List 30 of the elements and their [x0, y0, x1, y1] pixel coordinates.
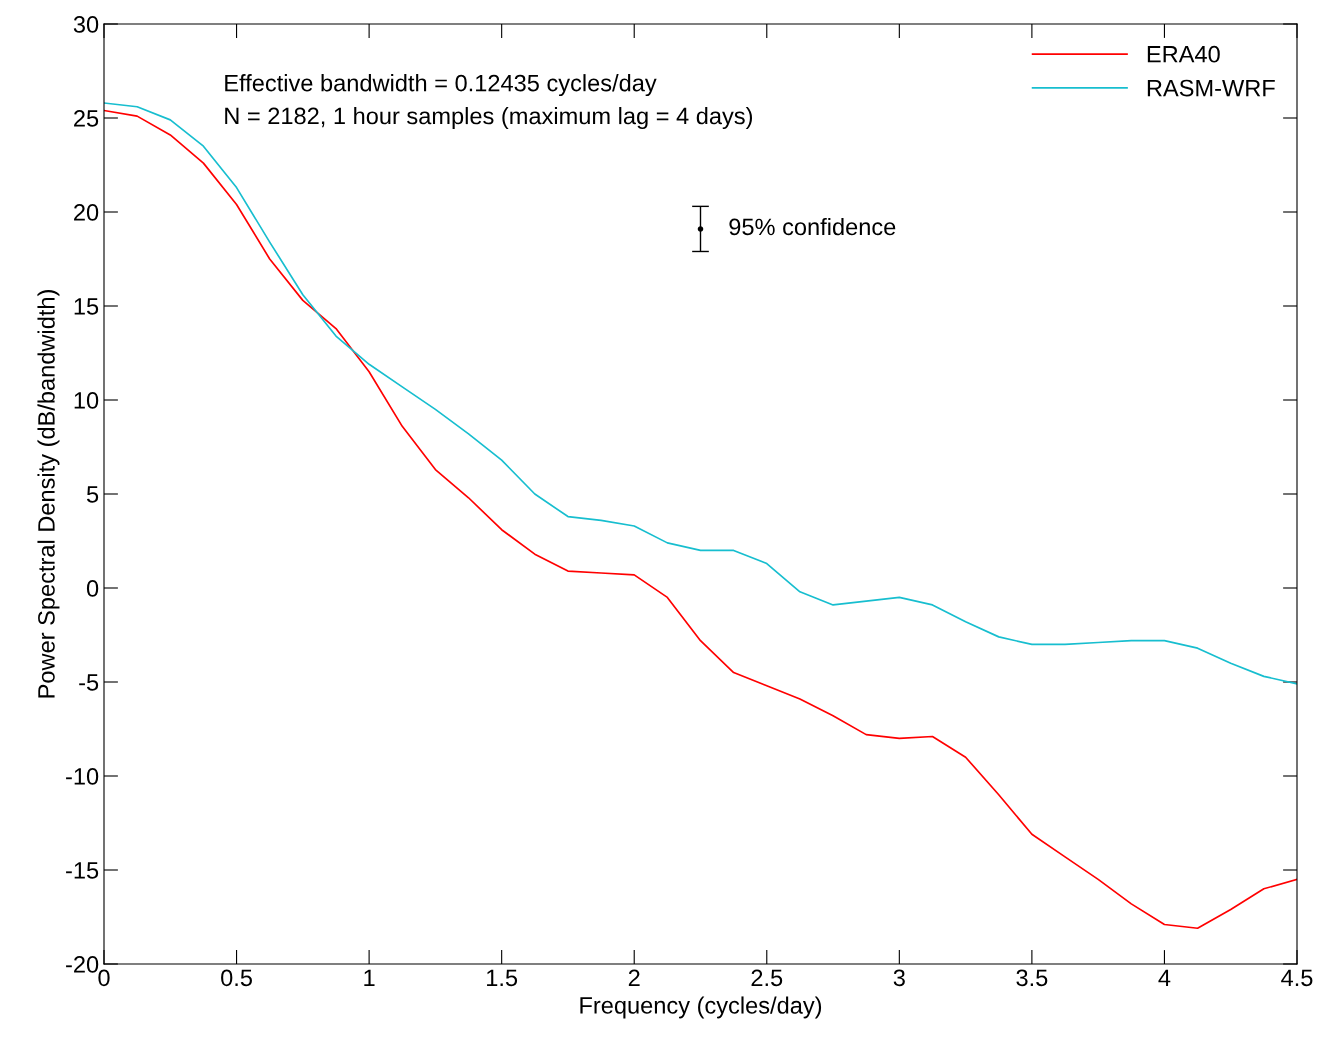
- y-tick-label: 30: [73, 16, 99, 33]
- legend-label: ERA40: [1147, 45, 1220, 63]
- line-series: [104, 102, 1297, 685]
- x-tick-label: 4: [1158, 969, 1171, 986]
- x-tick-label: 0: [98, 969, 110, 987]
- y-tick-label: 5: [86, 486, 99, 503]
- y-tick-label: -20: [66, 956, 99, 973]
- y-axis-title: Power Spectral Density (dB/bandwidth): [37, 290, 60, 698]
- y-tick-label: 20: [74, 204, 99, 221]
- y-tick-label: -10: [66, 768, 99, 785]
- x-tick-label: 0.5: [221, 969, 252, 987]
- x-tick-label: 1: [364, 969, 375, 986]
- annotation: N = 2182, 1 hour samples (maximum lag = 4 days): [225, 107, 753, 130]
- x-axis-title: Frequency (cycles/day): [580, 996, 822, 1019]
- annotation: 95% confidence: [729, 217, 896, 236]
- x-tick-label: 4.5: [1281, 969, 1313, 987]
- y-tick-label: -15: [66, 862, 99, 879]
- x-tick-label: 1.5: [487, 969, 518, 987]
- y-tick-label: 0: [86, 580, 99, 597]
- y-tick-label: 15: [74, 298, 99, 315]
- x-tick-label: 3: [893, 969, 905, 987]
- x-tick-label: 3.5: [1016, 969, 1048, 987]
- x-tick-label: 2: [628, 969, 640, 986]
- line-series: [104, 109, 1297, 930]
- y-tick-label: 25: [74, 110, 99, 127]
- annotation: Effective bandwidth = 0.12435 cycles/day: [225, 74, 657, 97]
- y-tick-label: 10: [74, 392, 99, 409]
- legend-label: RASM-WRF: [1147, 79, 1275, 97]
- y-tick-label: -5: [79, 674, 99, 691]
- x-tick-label: 2.5: [751, 969, 783, 987]
